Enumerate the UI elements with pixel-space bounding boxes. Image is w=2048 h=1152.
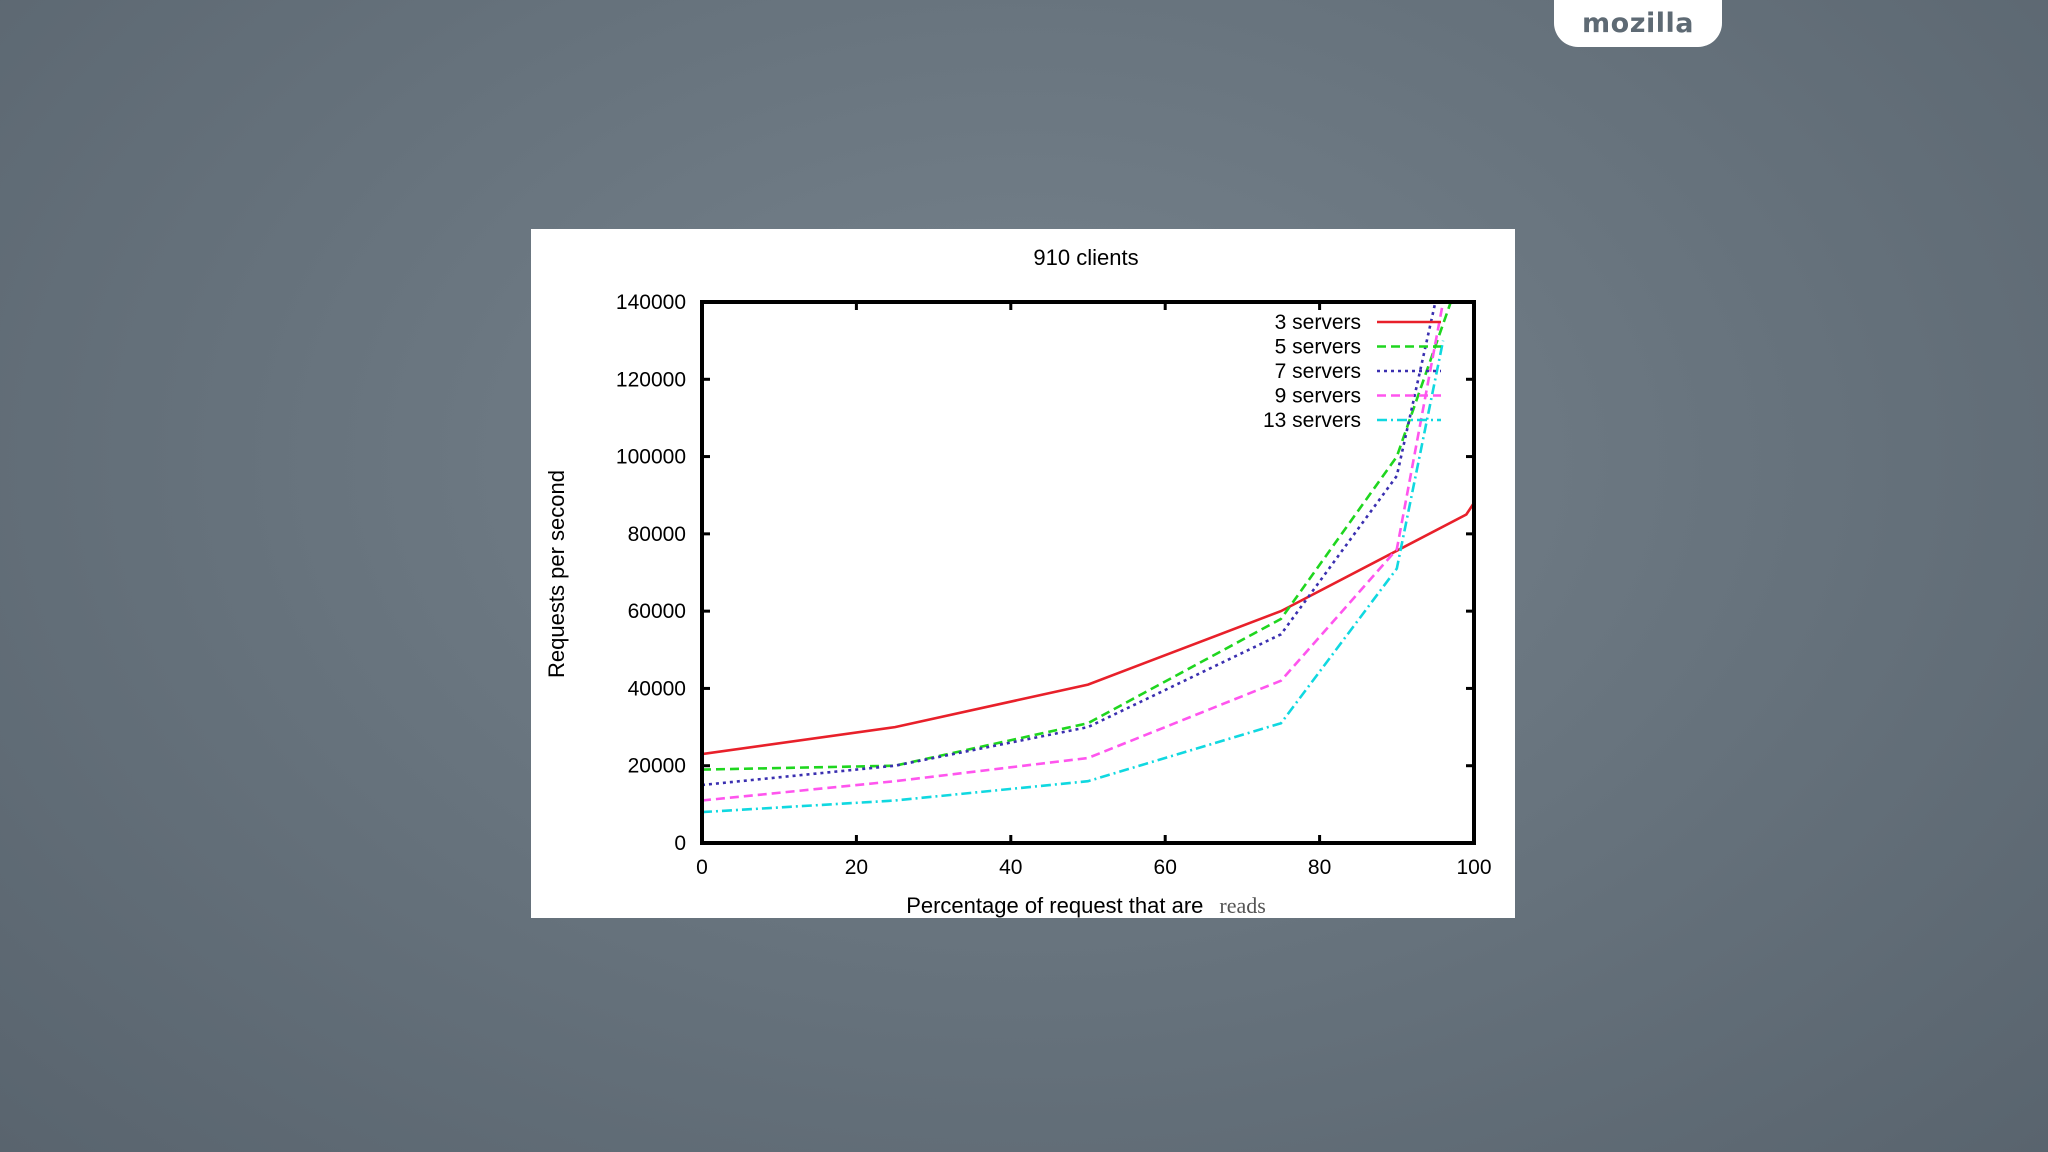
y-tick-label: 80000 [628, 523, 686, 546]
y-tick-label: 60000 [628, 600, 686, 623]
series-line-5-servers [702, 302, 1453, 771]
legend-label: 9 servers [1275, 385, 1361, 408]
y-tick-label: 100000 [616, 446, 686, 469]
legend-label: 3 servers [1275, 311, 1361, 334]
chart-card: 910 clients Requests per second Percenta… [531, 229, 1515, 918]
x-axis-label-main: Percentage of request that are [906, 893, 1203, 918]
legend-label: 7 servers [1275, 360, 1361, 383]
y-tick-label: 140000 [616, 291, 686, 314]
x-tick-label: 40 [999, 856, 1022, 879]
series-line-13-servers [702, 340, 1445, 814]
x-tick-label: 20 [845, 856, 868, 879]
x-tick-label: 60 [1154, 856, 1177, 879]
plot-frame [700, 300, 1476, 845]
x-axis-label-suffix: reads [1219, 893, 1265, 918]
line-chart: 910 clients Requests per second Percenta… [544, 245, 1492, 918]
x-axis-label: Percentage of request that are reads [906, 893, 1266, 918]
x-tick-label: 80 [1308, 856, 1331, 879]
series-line-3-servers [702, 502, 1474, 756]
x-tick-label: 100 [1456, 856, 1491, 879]
y-tick-label: 20000 [628, 755, 686, 778]
legend-label: 13 servers [1263, 409, 1361, 432]
chart-title: 910 clients [1033, 245, 1138, 270]
mozilla-logo-text: mozilla [1582, 8, 1694, 39]
series-line-9-servers [702, 302, 1445, 802]
x-tick-label: 0 [696, 856, 708, 879]
y-tick-label: 120000 [616, 368, 686, 391]
y-tick-label: 40000 [628, 677, 686, 700]
legend-label: 5 servers [1275, 336, 1361, 359]
y-tick-label: 0 [674, 832, 686, 855]
y-axis-label: Requests per second [544, 470, 569, 678]
mozilla-logo: mozilla [1554, 0, 1722, 47]
series-line-7-servers [702, 302, 1437, 787]
